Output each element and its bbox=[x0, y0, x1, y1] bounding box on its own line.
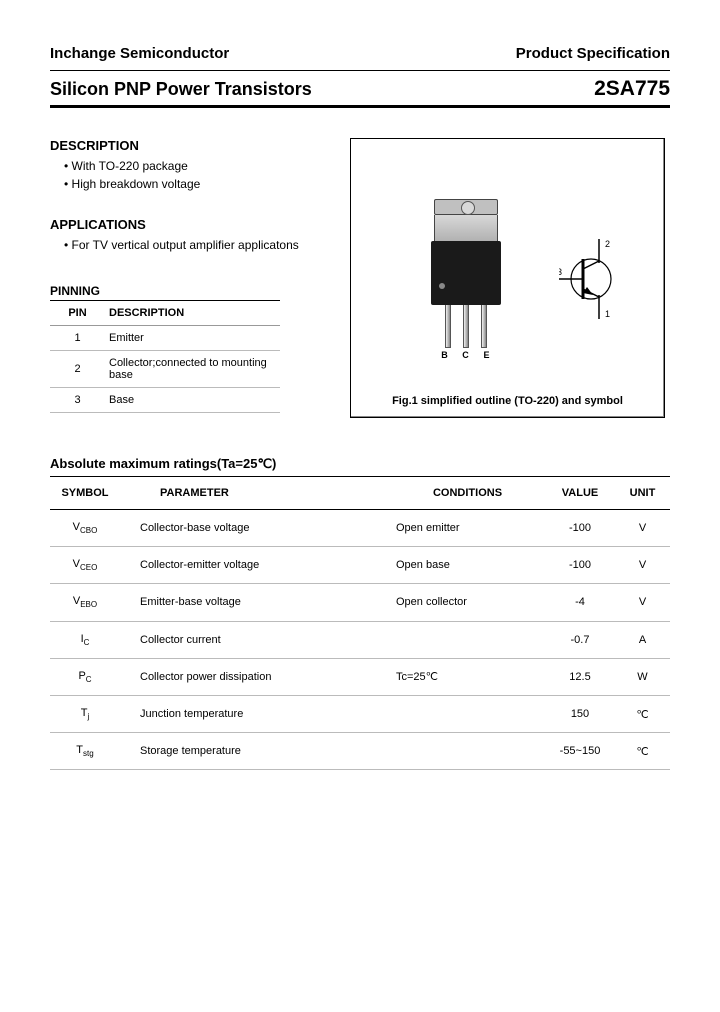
ratings-condition: Open collector bbox=[390, 584, 545, 621]
figure-box: B C E 2 bbox=[350, 138, 665, 418]
ratings-symbol: VEBO bbox=[50, 584, 120, 621]
page-header: Inchange Semiconductor Product Specifica… bbox=[50, 45, 670, 62]
ratings-row: ICCollector current -0.7A bbox=[50, 621, 670, 658]
ratings-row: TstgStorage temperature -55~150℃ bbox=[50, 733, 670, 770]
pinning-pin: 1 bbox=[50, 326, 105, 351]
svg-text:1: 1 bbox=[605, 309, 610, 319]
ratings-init: V bbox=[615, 584, 670, 621]
ratings-value: -55~150 bbox=[545, 733, 615, 770]
svg-text:2: 2 bbox=[605, 239, 610, 249]
lead-label-c: C bbox=[461, 350, 471, 360]
applications-list: For TV vertical output amplifier applica… bbox=[50, 236, 330, 254]
right-column: B C E 2 bbox=[350, 138, 670, 418]
pinning-row: 1 Emitter bbox=[50, 326, 280, 351]
lead-label-b: B bbox=[440, 350, 450, 360]
rule-thick bbox=[50, 105, 670, 108]
ratings-init: A bbox=[615, 621, 670, 658]
ratings-condition: Tc=25℃ bbox=[390, 658, 545, 695]
ratings-condition bbox=[390, 621, 545, 658]
ratings-init: V bbox=[615, 510, 670, 547]
description-section: DESCRIPTION With TO-220 package High bre… bbox=[50, 138, 330, 193]
figure-caption: Fig.1 simplified outline (TO-220) and sy… bbox=[351, 395, 664, 407]
ratings-col-conditions: CONDITIONS bbox=[390, 477, 545, 510]
ratings-init: V bbox=[615, 547, 670, 584]
ratings-heading: Absolute maximum ratings(Ta=25℃) bbox=[50, 456, 670, 472]
ratings-parameter: Collector power dissipation bbox=[120, 658, 390, 695]
description-item: High breakdown voltage bbox=[64, 175, 330, 193]
pinning-desc: Base bbox=[105, 388, 280, 413]
ratings-row: VCBOCollector-base voltageOpen emitter-1… bbox=[50, 510, 670, 547]
ratings-condition bbox=[390, 733, 545, 770]
ratings-init: ℃ bbox=[615, 695, 670, 732]
ratings-table: SYMBOL PARAMETER CONDITIONS VALUE UNIT V… bbox=[50, 476, 670, 770]
ratings-col-unit: UNIT bbox=[615, 477, 670, 510]
part-number: 2SA775 bbox=[594, 77, 670, 101]
ratings-row: VCEOCollector-emitter voltageOpen base-1… bbox=[50, 547, 670, 584]
ratings-init: ℃ bbox=[615, 733, 670, 770]
ratings-value: -100 bbox=[545, 547, 615, 584]
ratings-row: TjJunction temperature 150℃ bbox=[50, 695, 670, 732]
pinning-col-pin: PIN bbox=[50, 301, 105, 326]
title-row: Silicon PNP Power Transistors 2SA775 bbox=[50, 77, 670, 101]
ratings-col-symbol: SYMBOL bbox=[50, 477, 120, 510]
applications-section: APPLICATIONS For TV vertical output ampl… bbox=[50, 217, 330, 254]
applications-heading: APPLICATIONS bbox=[50, 217, 330, 232]
ratings-value: -100 bbox=[545, 510, 615, 547]
ratings-symbol: PC bbox=[50, 658, 120, 695]
pinning-desc: Collector;connected to mounting base bbox=[105, 351, 280, 388]
ratings-col-parameter: PARAMETER bbox=[120, 477, 390, 510]
package-outline-icon: B C E bbox=[431, 199, 501, 360]
ratings-symbol: VCEO bbox=[50, 547, 120, 584]
ratings-value: -0.7 bbox=[545, 621, 615, 658]
pinning-desc: Emitter bbox=[105, 326, 280, 351]
transistor-symbol-icon: 2 3 1 bbox=[559, 239, 629, 324]
ratings-symbol: IC bbox=[50, 621, 120, 658]
ratings-symbol: Tstg bbox=[50, 733, 120, 770]
pinning-heading: PINNING bbox=[50, 284, 330, 298]
ratings-condition: Open emitter bbox=[390, 510, 545, 547]
ratings-parameter: Storage temperature bbox=[120, 733, 390, 770]
ratings-init: W bbox=[615, 658, 670, 695]
company-name: Inchange Semiconductor bbox=[50, 45, 229, 62]
pinning-section: PINNING PIN DESCRIPTION 1 Emitter bbox=[50, 284, 330, 413]
pinning-pin: 2 bbox=[50, 351, 105, 388]
ratings-symbol: Tj bbox=[50, 695, 120, 732]
upper-content: DESCRIPTION With TO-220 package High bre… bbox=[50, 138, 670, 418]
ratings-condition bbox=[390, 695, 545, 732]
ratings-row: VEBOEmitter-base voltageOpen collector-4… bbox=[50, 584, 670, 621]
ratings-parameter: Junction temperature bbox=[120, 695, 390, 732]
pinning-row: 2 Collector;connected to mounting base bbox=[50, 351, 280, 388]
rule-thin-top bbox=[50, 70, 670, 71]
description-heading: DESCRIPTION bbox=[50, 138, 330, 153]
ratings-parameter: Collector current bbox=[120, 621, 390, 658]
pinning-table: PIN DESCRIPTION 1 Emitter 2 Collector;co… bbox=[50, 300, 280, 413]
svg-text:3: 3 bbox=[559, 267, 562, 277]
ratings-value: 150 bbox=[545, 695, 615, 732]
ratings-value: -4 bbox=[545, 584, 615, 621]
description-item: With TO-220 package bbox=[64, 157, 330, 175]
pinning-row: 3 Base bbox=[50, 388, 280, 413]
datasheet-page: Inchange Semiconductor Product Specifica… bbox=[0, 0, 720, 810]
ratings-row: PCCollector power dissipationTc=25℃12.5W bbox=[50, 658, 670, 695]
applications-item: For TV vertical output amplifier applica… bbox=[64, 236, 330, 254]
description-list: With TO-220 package High breakdown volta… bbox=[50, 157, 330, 193]
pinning-col-desc: DESCRIPTION bbox=[105, 301, 280, 326]
lead-label-e: E bbox=[482, 350, 492, 360]
ratings-parameter: Collector-emitter voltage bbox=[120, 547, 390, 584]
pinning-pin: 3 bbox=[50, 388, 105, 413]
ratings-symbol: VCBO bbox=[50, 510, 120, 547]
ratings-condition: Open base bbox=[390, 547, 545, 584]
ratings-parameter: Collector-base voltage bbox=[120, 510, 390, 547]
ratings-value: 12.5 bbox=[545, 658, 615, 695]
ratings-parameter: Emitter-base voltage bbox=[120, 584, 390, 621]
ratings-col-value: VALUE bbox=[545, 477, 615, 510]
left-column: DESCRIPTION With TO-220 package High bre… bbox=[50, 138, 330, 413]
product-family-title: Silicon PNP Power Transistors bbox=[50, 79, 312, 100]
doc-type: Product Specification bbox=[516, 45, 670, 62]
